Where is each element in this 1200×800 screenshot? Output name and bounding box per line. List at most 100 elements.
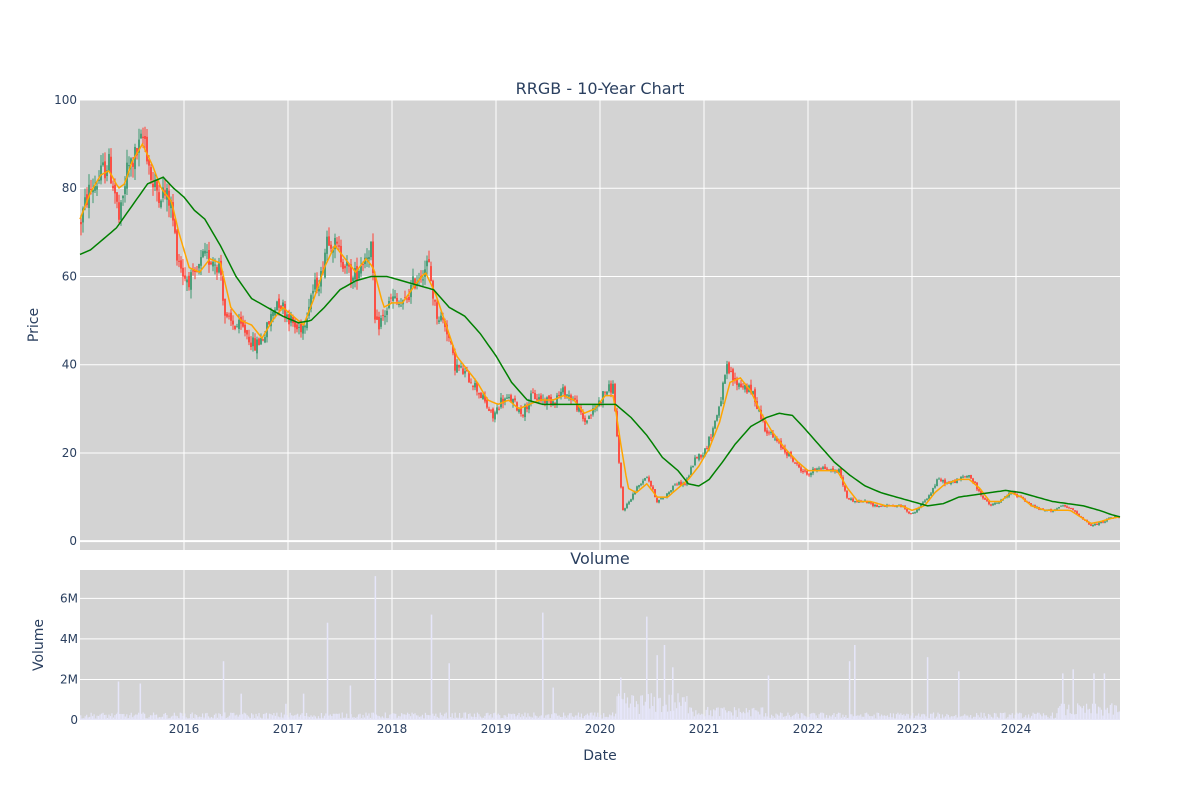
candle-body (438, 320, 440, 323)
candle-body (742, 386, 744, 388)
candle-body (272, 311, 274, 317)
candle-body (666, 493, 668, 497)
candle-body (430, 266, 432, 282)
candle-body (120, 202, 122, 220)
candle-body (652, 486, 654, 490)
candle-body (732, 369, 734, 381)
candle-body (552, 401, 554, 404)
candle-body (852, 498, 854, 502)
candle-body (972, 478, 974, 483)
candle-body (532, 392, 534, 394)
candle-body (692, 465, 694, 467)
candle-body (1056, 508, 1058, 510)
candle-body (1088, 522, 1090, 525)
candle-body (990, 504, 992, 506)
candle-body (118, 202, 120, 220)
candle-body (484, 395, 486, 402)
candle-body (740, 383, 742, 388)
tick-labels: 0 20 40 60 80 100 0 2M 4M 6M 2016 2017 2018 2019 2020 2… (54, 93, 1031, 736)
candle-body (202, 251, 204, 257)
candle-body (540, 395, 542, 401)
candle-body (412, 276, 414, 285)
candle-body (874, 504, 876, 507)
candle-body (668, 492, 670, 495)
candle-body (722, 382, 724, 400)
candle-body (778, 441, 780, 443)
candle-body (640, 484, 642, 486)
candle-body (854, 500, 856, 503)
candle-body (394, 296, 396, 299)
candle-body (470, 382, 472, 384)
candle-body (302, 325, 304, 334)
candle-body (496, 407, 498, 414)
candle-body (918, 507, 920, 510)
candle-body (406, 298, 408, 300)
candle-body (204, 250, 206, 254)
candle-body (926, 498, 928, 500)
x-tick-label: 2024 (1001, 722, 1032, 736)
candle-body (456, 364, 458, 373)
candle-body (382, 314, 384, 316)
candle-body (578, 406, 580, 412)
x-tick-label: 2021 (689, 722, 720, 736)
candle-body (584, 417, 586, 422)
candle-body (326, 236, 328, 254)
candle-body (624, 508, 626, 511)
candle-body (330, 244, 332, 249)
candle-body (974, 481, 976, 484)
candle-body (802, 471, 804, 473)
candle-body (84, 197, 86, 207)
x-tick-label: 2017 (273, 722, 304, 736)
volume-axis-title: Volume (31, 619, 47, 671)
candle-body (956, 479, 958, 484)
candle-body (298, 326, 300, 328)
candle-body (286, 314, 288, 317)
candle-body (90, 188, 92, 190)
candle-body (490, 410, 492, 412)
candle-body (392, 296, 394, 301)
candle-body (1062, 505, 1064, 507)
candle-body (350, 264, 352, 285)
candle-body (100, 165, 102, 181)
candle-body (1070, 507, 1072, 509)
candle-body (840, 468, 842, 478)
candle-body (284, 303, 286, 317)
candle-body (914, 511, 916, 513)
candle-body (200, 257, 202, 266)
candle-body (360, 265, 362, 274)
candle-body (612, 383, 614, 394)
candle-body (882, 505, 884, 507)
candle-body (332, 249, 334, 253)
candle-body (422, 279, 424, 281)
candle-body (262, 339, 264, 341)
chart-title: RRGB - 10-Year Chart (516, 79, 685, 98)
candle-body (434, 300, 436, 302)
candle-body (954, 479, 956, 484)
candle-body (318, 288, 320, 292)
candle-body (130, 158, 132, 165)
candle-body (246, 330, 248, 335)
candle-body (314, 279, 316, 290)
candle-body (478, 393, 480, 395)
candle-body (838, 468, 840, 473)
candle-body (1072, 508, 1074, 510)
candle-body (536, 398, 538, 400)
candle-body (348, 264, 350, 267)
candle-body (768, 432, 770, 434)
candle-body (508, 396, 510, 398)
candle-body (520, 408, 522, 414)
candle-body (658, 499, 660, 503)
candle-body (158, 192, 160, 203)
candle-body (222, 276, 224, 301)
candle-body (128, 165, 130, 167)
short-moving-average-line (79, 142, 1121, 525)
candle-body (826, 468, 828, 470)
candle-body (148, 159, 150, 166)
candle-body (574, 398, 576, 400)
candle-body (804, 470, 806, 472)
candle-body (104, 161, 106, 179)
candle-body (696, 456, 698, 459)
candle-body (1104, 521, 1106, 523)
candle-body (544, 399, 546, 404)
candle-body (746, 385, 748, 393)
